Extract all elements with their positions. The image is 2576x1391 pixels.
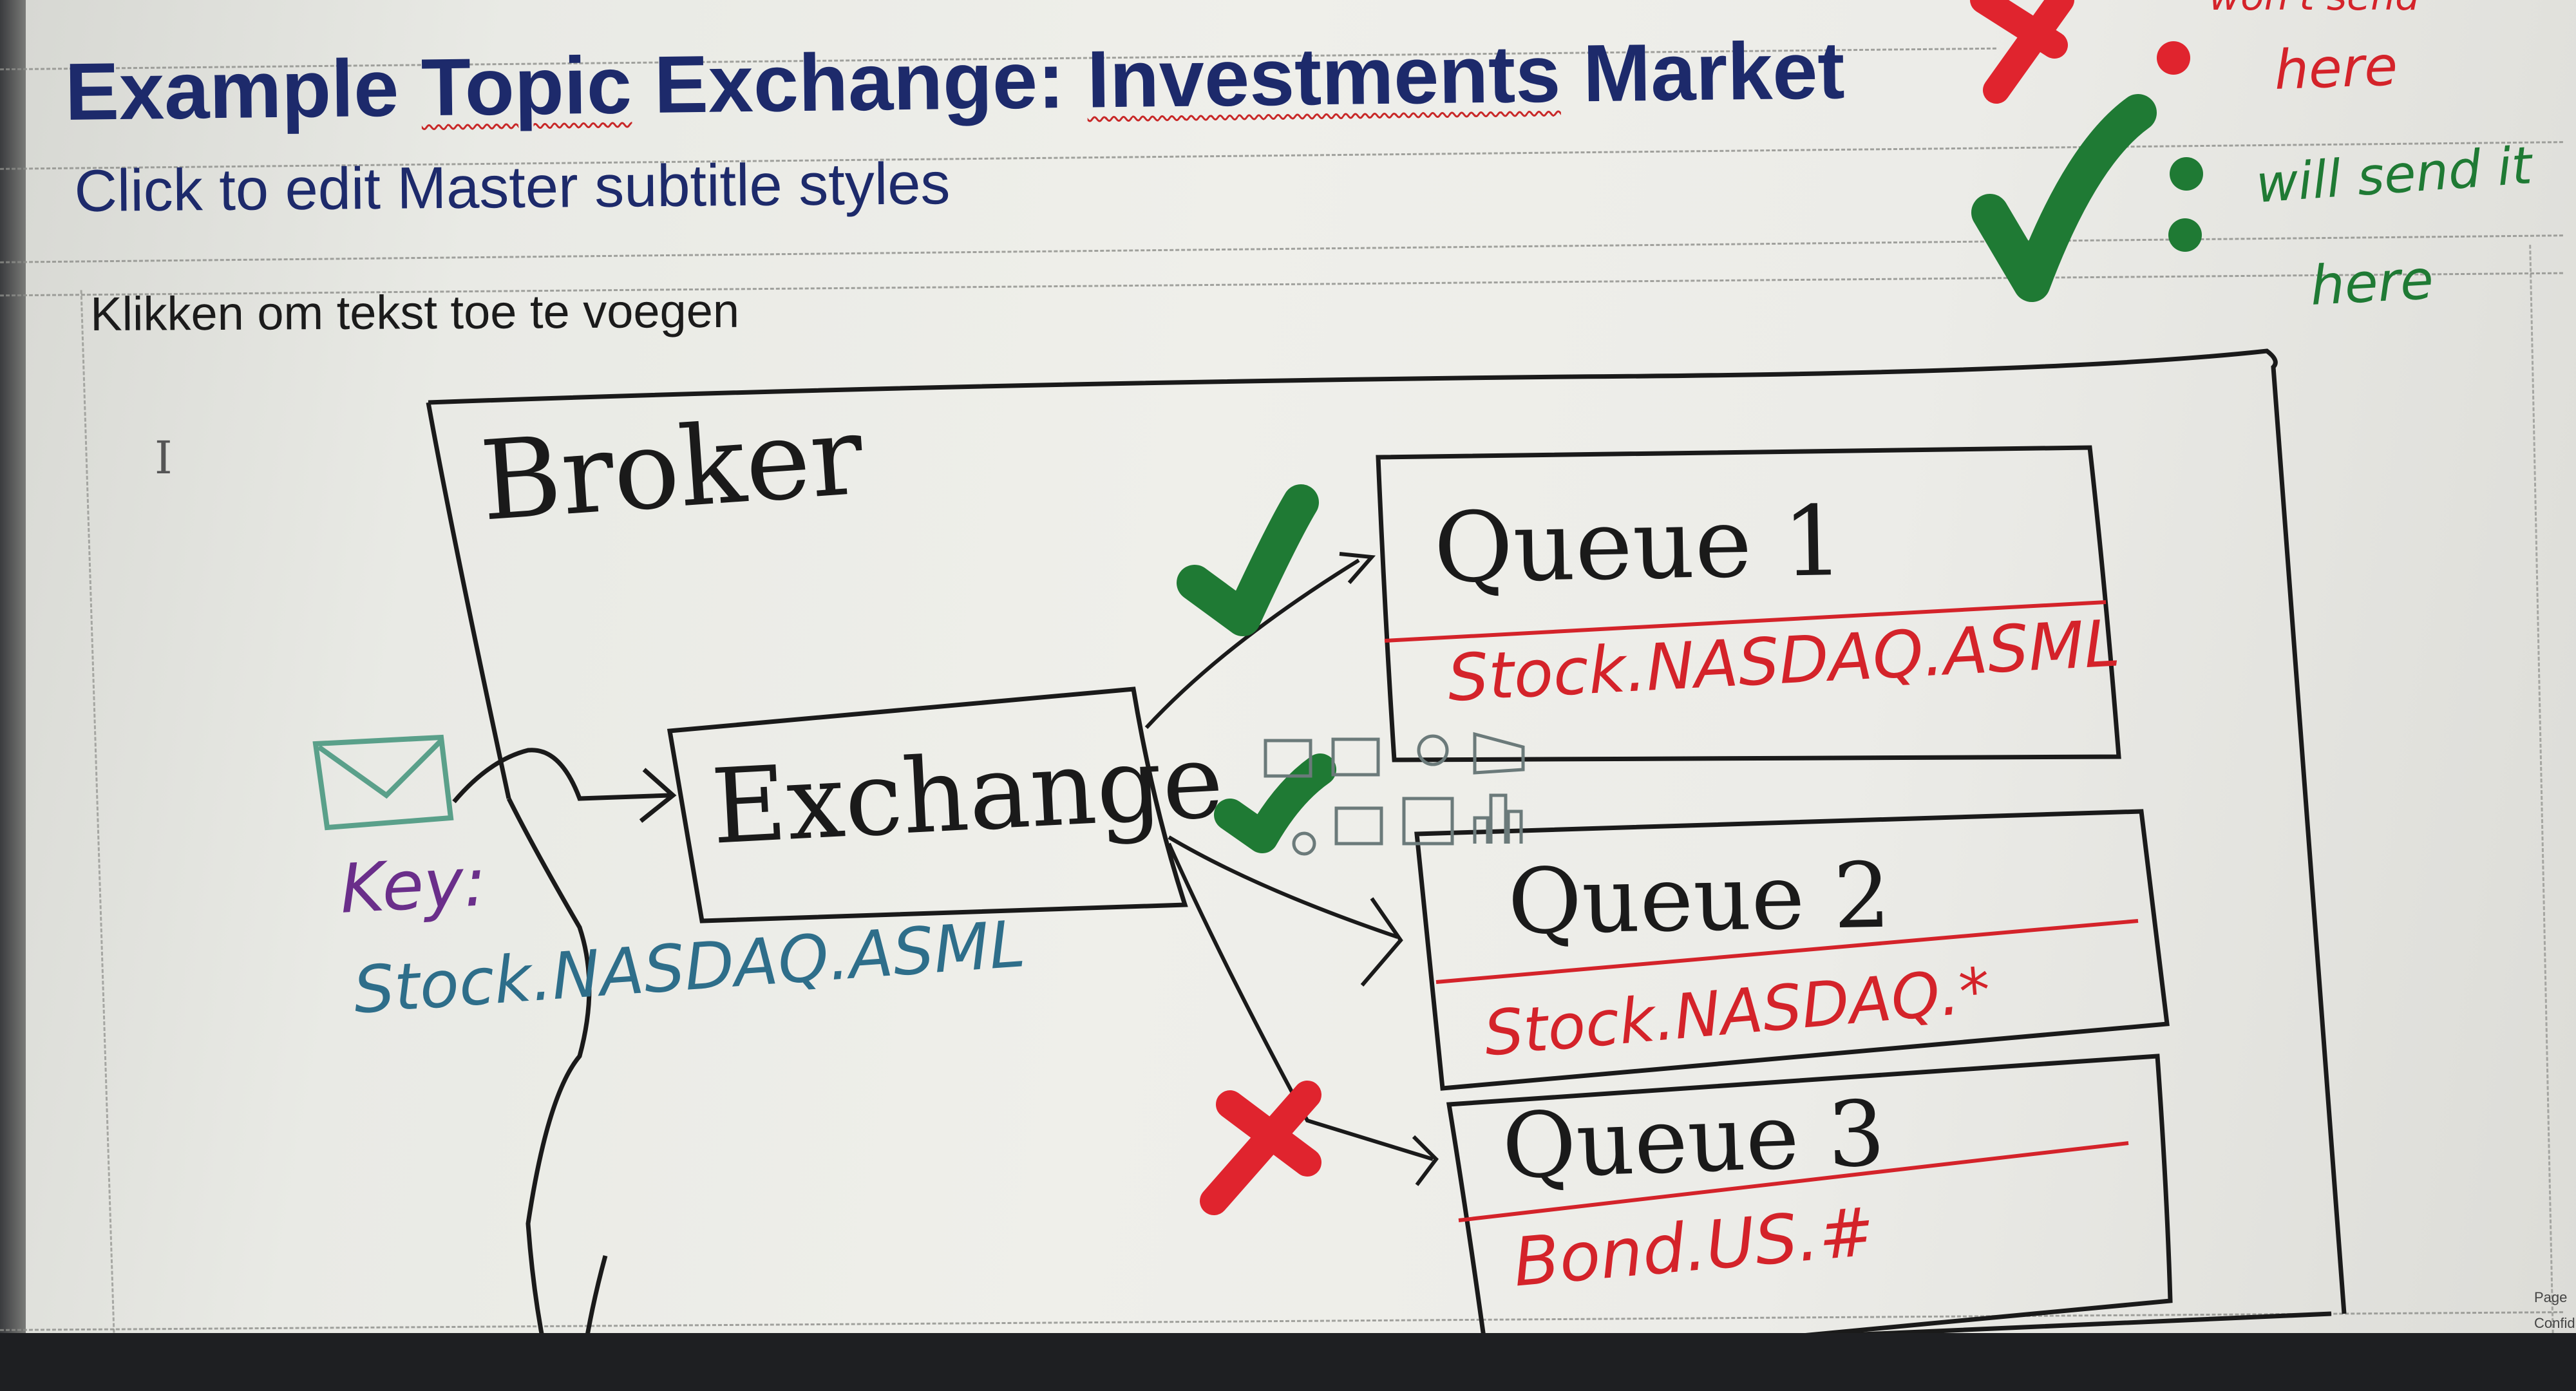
insert-smartart-icon <box>1417 734 1449 766</box>
queue-1-name: Queue 1 <box>1433 485 1845 605</box>
legend-check-icon <box>1971 94 2157 302</box>
insert-chart-icon <box>1473 793 1523 844</box>
exchange-box <box>667 686 1188 923</box>
exchange-to-queue-1-arrowhead <box>1339 552 1376 584</box>
legend-no-send-text: won't send <box>2209 0 2420 19</box>
exchange-to-queue-3-arrow <box>1167 842 1434 1161</box>
routing-key-label: Key: <box>338 842 489 929</box>
insert-picture-icon <box>1264 739 1312 778</box>
queue-2-box <box>1414 809 2170 1091</box>
footer-page-label: Page <box>2534 1289 2568 1305</box>
insert-icons-icon <box>1473 732 1525 775</box>
exchange-to-queue-2-arrow <box>1168 835 1398 939</box>
queue-1-box <box>1376 445 2121 762</box>
broker-box <box>426 348 2347 1391</box>
queue-2-name: Queue 2 <box>1507 843 1892 955</box>
route-1-check-icon <box>1177 484 1319 636</box>
legend-colon-dot-1 <box>2157 41 2190 75</box>
footer-confidential-label: Confid <box>2534 1315 2575 1331</box>
legend-will-send-here-text: here <box>2309 247 2436 317</box>
legend-colon-dot-2 <box>2170 157 2203 191</box>
insert-table-icon <box>1402 797 1454 846</box>
message-to-exchange-arrow <box>452 748 670 804</box>
message-to-exchange-arrowhead <box>639 768 677 823</box>
exchange-to-queue-1-arrow <box>1144 558 1360 730</box>
slide-footer-side-text: Page Confid <box>2534 1285 2575 1336</box>
queue-3-divider <box>1458 1141 2129 1222</box>
monitor-bezel-left <box>0 0 26 1391</box>
insert-online-video-icon <box>1331 737 1380 777</box>
route-3-cross-icon <box>1200 1081 1321 1215</box>
legend-no-send-here-text: here <box>2273 34 2399 102</box>
legend-cross-icon <box>1970 0 2074 104</box>
message-envelope-icon <box>312 734 454 831</box>
insert-video-icon <box>1334 806 1383 846</box>
exchange-to-queue-3-arrowhead <box>1412 1135 1439 1186</box>
route-2-check-icon <box>1214 753 1336 853</box>
queue-3-name: Queue 3 <box>1501 1081 1887 1200</box>
broker-label: Broker <box>477 392 867 546</box>
queue-2-divider <box>1435 919 2139 984</box>
broker-left-edge-lower <box>506 797 592 1391</box>
insert-3d-model-icon <box>1292 831 1316 856</box>
legend-colon-dot-3 <box>2168 218 2202 252</box>
text-cursor-icon: I <box>155 431 173 484</box>
content-insert-toolbar <box>1264 732 1525 856</box>
queue-1-divider <box>1384 600 2107 643</box>
exchange-to-queue-2-arrowhead <box>1360 897 1403 987</box>
monitor-bezel-bottom <box>0 1333 2576 1391</box>
